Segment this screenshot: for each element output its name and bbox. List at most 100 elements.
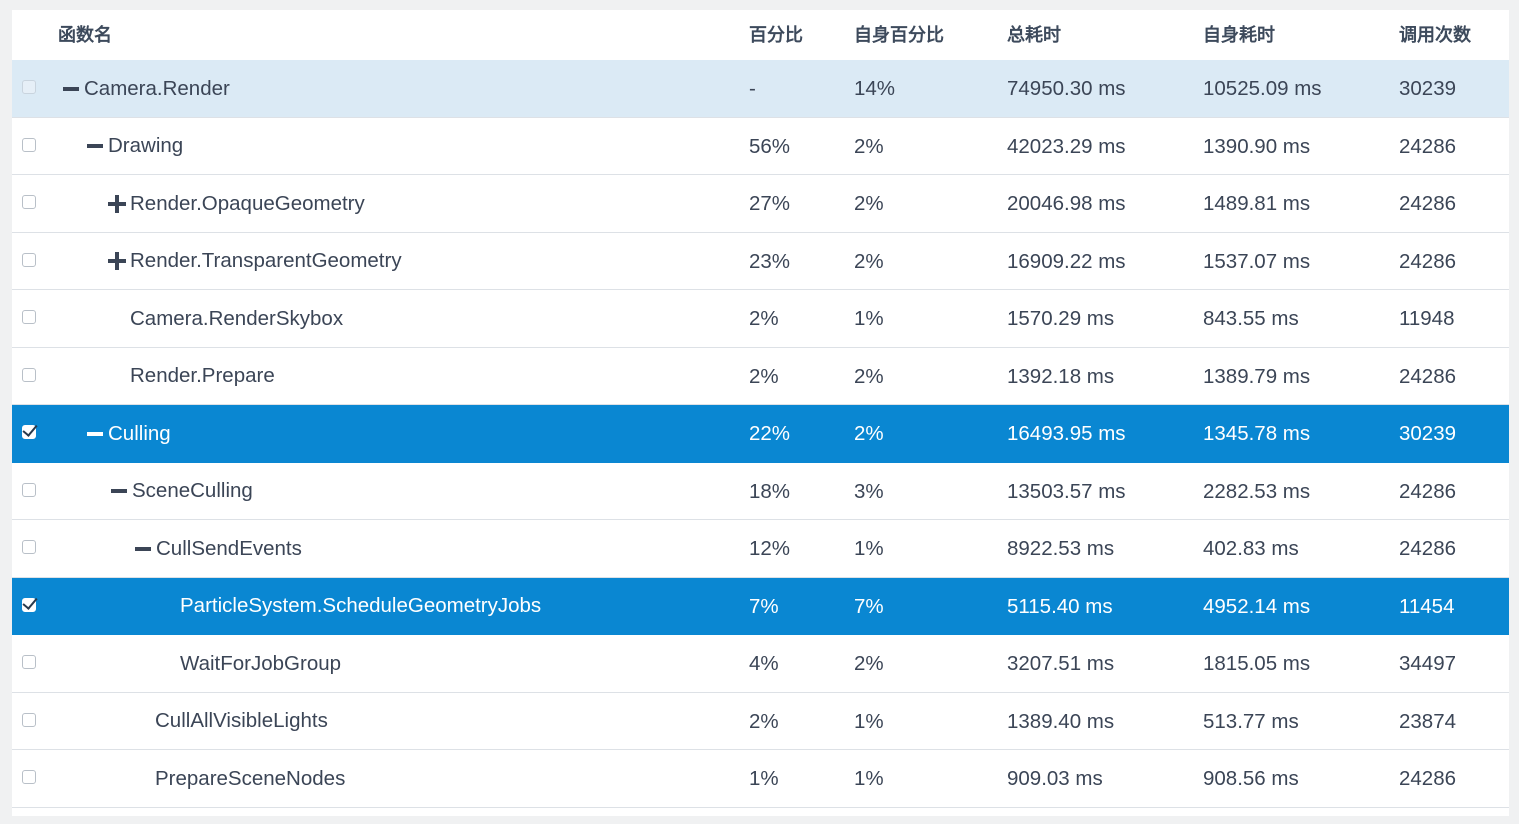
function-name: ParticleSystem.ScheduleGeometryJobs (180, 594, 542, 617)
function-name-cell: Culling (84, 405, 171, 462)
calls-cell: 24286 (1399, 249, 1457, 273)
self-percent-cell: 1% (854, 709, 884, 733)
function-name: SceneCulling (132, 479, 253, 502)
percent-cell: 1% (749, 767, 779, 790)
column-header-self-time[interactable]: 自身耗时 (1203, 25, 1275, 45)
calls-cell: 30239 (1399, 77, 1457, 100)
self-time-cell: 843.55 ms (1203, 307, 1299, 330)
total-time-cell: 16909.22 ms (1007, 249, 1126, 273)
row-checkbox[interactable] (22, 597, 36, 612)
collapse-icon[interactable] (108, 480, 130, 502)
column-header-calls[interactable]: 调用次数 (1399, 25, 1471, 45)
column-header-total-time[interactable]: 总耗时 (1007, 25, 1061, 45)
row-checkbox[interactable] (22, 195, 36, 209)
calls-cell: 24286 (1399, 479, 1457, 503)
self-percent-cell: 7% (854, 594, 884, 618)
total-time-cell: 13503.57 ms (1007, 479, 1126, 503)
calls-cell: 24286 (1399, 192, 1457, 215)
profiler-table: 函数名 百分比 自身百分比 总耗时 自身耗时 调用次数 Camera.Rende… (12, 10, 1509, 816)
row-checkbox[interactable] (22, 655, 36, 669)
row-checkbox[interactable] (22, 137, 36, 152)
self-time-cell: 513.77 ms (1203, 709, 1299, 733)
collapse-icon[interactable] (132, 538, 154, 560)
calls-cell: 24286 (1399, 134, 1457, 158)
self-percent-cell: 1% (854, 537, 884, 560)
percent-cell: 2% (749, 709, 779, 733)
calls-cell: 11454 (1399, 594, 1455, 618)
row-checkbox[interactable] (22, 770, 36, 784)
total-time-cell: 8922.53 ms (1007, 537, 1115, 560)
function-name-cell: Drawing (84, 118, 183, 175)
table-row[interactable]: Camera.RenderSkybox 2% 1% 1570.29 ms 843.55 … (12, 290, 1509, 348)
table-row[interactable]: CullAllVisibleLights 2% 1% 1389.40 ms 513.77… (12, 693, 1509, 750)
collapse-icon[interactable] (84, 135, 106, 157)
function-name: CullSendEvents (156, 536, 302, 560)
table-body: Camera.Render - 14% 74950.30 ms 10525.09 ms 3… (12, 60, 1509, 808)
calls-cell: 24286 (1399, 767, 1457, 790)
table-row[interactable]: Culling 22% 2% 16493.95 ms 1345.78 ms 30239 (12, 405, 1509, 463)
collapse-icon[interactable] (60, 78, 82, 100)
column-header-self-percent[interactable]: 自身百分比 (854, 25, 944, 45)
row-checkbox[interactable] (22, 80, 36, 94)
percent-cell: 4% (749, 652, 779, 675)
percent-cell: 56% (749, 134, 791, 158)
percent-cell: 18% (749, 479, 791, 503)
percent-cell: 2% (749, 364, 779, 388)
function-name-cell: Camera.RenderSkybox (130, 290, 343, 347)
table-row[interactable]: Render.TransparentGeometry 23% 2% 16909.22 … (12, 233, 1509, 290)
calls-cell: 23874 (1399, 709, 1457, 733)
row-checkbox[interactable] (22, 367, 36, 382)
table-row[interactable]: PrepareSceneNodes 1% 1% 909.03 ms 908.56 ms 2… (12, 750, 1509, 808)
function-name-cell: WaitForJobGroup (180, 635, 341, 692)
table-row[interactable]: SceneCulling 18% 3% 13503.57 ms 2282.53 ms 24… (12, 463, 1509, 520)
function-name: Render.TransparentGeometry (130, 249, 402, 272)
self-percent-cell: 2% (854, 192, 884, 215)
column-header-percent[interactable]: 百分比 (749, 25, 803, 45)
function-name-cell: Camera.Render (60, 60, 230, 117)
table-row[interactable]: Camera.Render - 14% 74950.30 ms 10525.09 ms 3… (12, 60, 1509, 118)
table-row[interactable]: Render.OpaqueGeometry 27% 2% 20046.98 ms 148… (12, 175, 1509, 233)
self-time-cell: 908.56 ms (1203, 767, 1299, 790)
expand-icon[interactable] (106, 193, 128, 215)
self-percent-cell: 14% (854, 77, 896, 100)
collapse-icon[interactable] (84, 423, 106, 445)
table-row[interactable]: ParticleSystem.ScheduleGeometryJobs 7% 7% 5… (12, 577, 1509, 635)
self-time-cell: 10525.09 ms (1203, 77, 1322, 100)
row-checkbox[interactable] (22, 712, 36, 727)
total-time-cell: 3207.51 ms (1007, 652, 1115, 675)
self-percent-cell: 2% (854, 134, 884, 158)
table-row[interactable]: Render.Prepare 2% 2% 1392.18 ms 1389.79 ms 24… (12, 348, 1509, 405)
total-time-cell: 16493.95 ms (1007, 422, 1126, 445)
percent-cell: 7% (749, 594, 779, 618)
row-checkbox[interactable] (22, 482, 36, 497)
self-time-cell: 1537.07 ms (1203, 249, 1311, 273)
row-checkbox[interactable] (22, 425, 36, 439)
function-name: Drawing (108, 134, 184, 157)
self-percent-cell: 1% (854, 767, 884, 790)
column-header-name[interactable]: 函数名 (58, 25, 112, 45)
row-checkbox[interactable] (22, 252, 36, 267)
table-row[interactable]: Drawing 56% 2% 42023.29 ms 1390.90 ms 24286 (12, 118, 1509, 175)
expand-icon[interactable] (106, 250, 128, 272)
row-checkbox[interactable] (22, 540, 36, 554)
table-row[interactable]: CullSendEvents 12% 1% 8922.53 ms 402.83 ms 24… (12, 520, 1509, 578)
self-percent-cell: 1% (854, 307, 884, 330)
self-percent-cell: 2% (854, 364, 884, 388)
function-name: Camera.Render (84, 76, 230, 100)
row-checkbox[interactable] (22, 310, 36, 324)
total-time-cell: 42023.29 ms (1007, 134, 1126, 158)
function-name-cell: Render.OpaqueGeometry (106, 175, 365, 232)
percent-cell: 22% (749, 422, 791, 445)
total-time-cell: 20046.98 ms (1007, 192, 1126, 215)
table-row[interactable]: WaitForJobGroup 4% 2% 3207.51 ms 1815.05 ms 3… (12, 635, 1509, 693)
function-name: Camera.RenderSkybox (130, 306, 344, 330)
self-time-cell: 1815.05 ms (1203, 652, 1311, 675)
total-time-cell: 1392.18 ms (1007, 364, 1115, 388)
calls-cell: 24286 (1399, 537, 1457, 560)
percent-cell: 23% (749, 249, 791, 273)
self-percent-cell: 2% (854, 422, 884, 445)
self-time-cell: 1389.79 ms (1203, 364, 1311, 388)
self-time-cell: 1345.78 ms (1203, 422, 1311, 445)
function-name-cell: CullAllVisibleLights (155, 693, 328, 750)
percent-cell: 12% (749, 537, 791, 560)
